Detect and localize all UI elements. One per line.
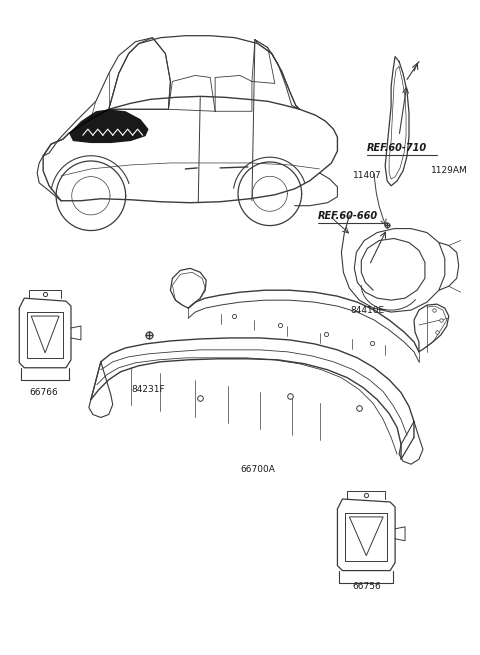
Text: 66700A: 66700A xyxy=(240,464,276,474)
Text: 66756: 66756 xyxy=(352,582,381,591)
Polygon shape xyxy=(69,109,148,143)
Text: 66766: 66766 xyxy=(30,388,59,397)
Text: REF.60-710: REF.60-710 xyxy=(367,143,427,153)
Text: 84231F: 84231F xyxy=(132,385,165,394)
Text: 84410E: 84410E xyxy=(350,306,384,314)
Text: 1129AM: 1129AM xyxy=(432,166,468,176)
Text: REF.60-660: REF.60-660 xyxy=(318,211,378,221)
Text: 11407: 11407 xyxy=(353,172,382,180)
